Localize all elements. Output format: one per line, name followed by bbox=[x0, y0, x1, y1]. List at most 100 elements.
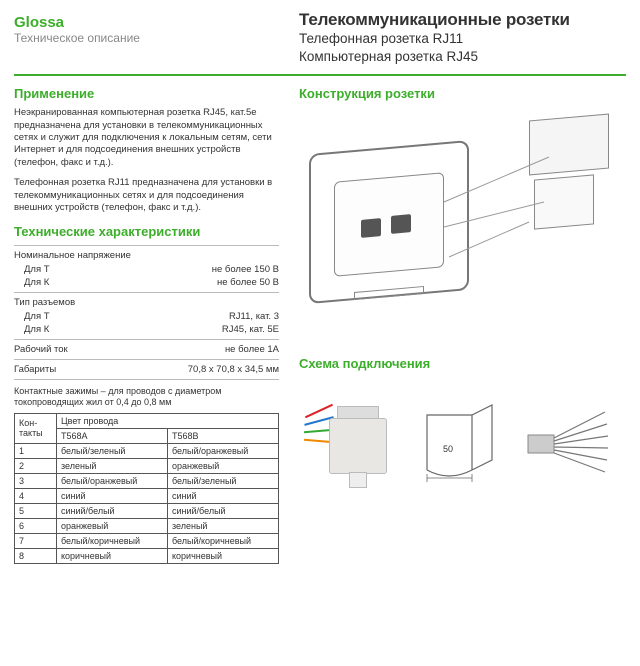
cell-a: белый/оранжевый bbox=[57, 473, 168, 488]
spec-label: Рабочий ток bbox=[14, 344, 68, 355]
diagram-module-mid bbox=[534, 175, 594, 230]
spec-label: Для Т bbox=[24, 264, 50, 275]
section-heading-construction: Конструкция розетки bbox=[299, 86, 626, 101]
cell-a: зеленый bbox=[57, 458, 168, 473]
section-heading-application: Применение bbox=[14, 86, 279, 101]
cell-b: белый/зеленый bbox=[168, 473, 279, 488]
spec-row: Для Т RJ11, кат. 3 bbox=[14, 310, 279, 323]
section-heading-schematic: Схема подключения bbox=[299, 356, 626, 371]
cell-a: синий bbox=[57, 488, 168, 503]
spec-group-connectors: Тип разъемов Для Т RJ11, кат. 3 Для К RJ… bbox=[14, 297, 279, 336]
jack-latch bbox=[349, 472, 367, 488]
spec-value: не более 50 В bbox=[217, 277, 279, 288]
spec-row-dimensions: Габариты 70,8 х 70,8 х 34,5 мм bbox=[14, 363, 279, 376]
cell-n: 7 bbox=[15, 533, 57, 548]
subtitle-line-2: Компьютерная розетка RJ45 bbox=[299, 48, 626, 66]
spec-group-label: Тип разъемов bbox=[14, 297, 279, 308]
jack-body-rect bbox=[329, 418, 387, 474]
cell-a: синий/белый bbox=[57, 503, 168, 518]
specs-rule bbox=[14, 339, 279, 340]
wire-color-table: Кон- такты Цвет провода T568A T568B 1бел… bbox=[14, 413, 279, 564]
connection-schematic: 50 bbox=[299, 377, 619, 512]
diagram-inner-plate bbox=[334, 173, 444, 278]
table-row: 6оранжевыйзеленый bbox=[15, 518, 279, 533]
spec-row: Для Т не более 150 В bbox=[14, 263, 279, 276]
table-row: 7белый/коричневыйбелый/коричневый bbox=[15, 533, 279, 548]
spec-value: RJ11, кат. 3 bbox=[229, 311, 279, 322]
right-column: Конструкция розетки Схема подключения bbox=[299, 86, 626, 563]
cell-n: 5 bbox=[15, 503, 57, 518]
cell-n: 3 bbox=[15, 473, 57, 488]
table-header-row: Кон- такты Цвет провода bbox=[15, 413, 279, 428]
spec-value: RJ45, кат. 5Е bbox=[222, 324, 279, 335]
cell-n: 1 bbox=[15, 443, 57, 458]
cell-a: оранжевый bbox=[57, 518, 168, 533]
cell-b: зеленый bbox=[168, 518, 279, 533]
specs-rule bbox=[14, 379, 279, 380]
subtitle-line-1: Телефонная розетка RJ11 bbox=[299, 30, 626, 48]
wire-fan-icon bbox=[520, 400, 615, 490]
th-t568a: T568A bbox=[57, 428, 168, 443]
depth-diagram-icon bbox=[417, 400, 512, 490]
left-column: Применение Неэкранированная компьютерная… bbox=[14, 86, 279, 563]
table-row: 8коричневыйкоричневый bbox=[15, 548, 279, 563]
cell-b: синий bbox=[168, 488, 279, 503]
depth-label: 50 bbox=[443, 444, 453, 454]
depth-diagram: 50 bbox=[417, 400, 512, 490]
jack-illustration bbox=[299, 400, 409, 490]
spec-label: Для К bbox=[24, 324, 49, 335]
diagram-module-back bbox=[529, 114, 609, 176]
cell-n: 6 bbox=[15, 518, 57, 533]
cell-b: белый/коричневый bbox=[168, 533, 279, 548]
cell-a: белый/зеленый bbox=[57, 443, 168, 458]
table-row: 1белый/зеленыйбелый/оранжевый bbox=[15, 443, 279, 458]
wire-red-icon bbox=[305, 404, 333, 418]
spec-row: Для К RJ45, кат. 5Е bbox=[14, 323, 279, 336]
brand-name: Glossa bbox=[14, 14, 279, 31]
specs-rule bbox=[14, 292, 279, 293]
table-row: 5синий/белыйсиний/белый bbox=[15, 503, 279, 518]
application-paragraph-1: Неэкранированная компьютерная розетка RJ… bbox=[14, 107, 279, 169]
table-row: 4синийсиний bbox=[15, 488, 279, 503]
spec-label: Для К bbox=[24, 277, 49, 288]
diagram-port-right bbox=[391, 215, 411, 235]
spec-value: не более 1А bbox=[225, 344, 279, 355]
section-heading-specs: Технические характеристики bbox=[14, 224, 279, 239]
spec-row-current: Рабочий ток не более 1А bbox=[14, 343, 279, 356]
specs-rule bbox=[14, 359, 279, 360]
cell-n: 4 bbox=[15, 488, 57, 503]
cell-n: 2 bbox=[15, 458, 57, 473]
cell-b: коричневый bbox=[168, 548, 279, 563]
diagram-port-left bbox=[361, 219, 381, 239]
cell-b: оранжевый bbox=[168, 458, 279, 473]
brand-block: Glossa Техническое описание bbox=[14, 10, 279, 66]
cell-a: белый/коричневый bbox=[57, 533, 168, 548]
spec-value: не более 150 В bbox=[212, 264, 279, 275]
specs-footnote: Контактные зажимы – для проводов с диаме… bbox=[14, 386, 279, 408]
spec-row: Для К не более 50 В bbox=[14, 276, 279, 289]
page-title: Телекоммуникационные розетки bbox=[299, 10, 626, 30]
th-wire-color: Цвет провода bbox=[57, 413, 279, 428]
title-block: Телекоммуникационные розетки Телефонная … bbox=[299, 10, 626, 66]
application-paragraph-2: Телефонная розетка RJ11 предназначена дл… bbox=[14, 177, 279, 214]
spec-label: Габариты bbox=[14, 364, 56, 375]
brand-subtitle: Техническое описание bbox=[14, 31, 279, 45]
table-row: 2зеленыйоранжевый bbox=[15, 458, 279, 473]
cell-a: коричневый bbox=[57, 548, 168, 563]
spec-value: 70,8 х 70,8 х 34,5 мм bbox=[188, 364, 279, 375]
construction-diagram bbox=[299, 107, 619, 342]
cell-b: белый/оранжевый bbox=[168, 443, 279, 458]
wire-fan-diagram bbox=[520, 400, 615, 490]
content: Применение Неэкранированная компьютерная… bbox=[14, 86, 626, 563]
th-t568b: T568B bbox=[168, 428, 279, 443]
th-contacts: Кон- такты bbox=[15, 413, 57, 443]
table-row: 3белый/оранжевыйбелый/зеленый bbox=[15, 473, 279, 488]
cell-b: синий/белый bbox=[168, 503, 279, 518]
spec-group-voltage: Номинальное напряжение Для Т не более 15… bbox=[14, 250, 279, 289]
cell-n: 8 bbox=[15, 548, 57, 563]
divider-accent bbox=[14, 74, 626, 76]
spec-label: Для Т bbox=[24, 311, 50, 322]
specs-rule bbox=[14, 245, 279, 246]
header: Glossa Техническое описание Телекоммуник… bbox=[14, 10, 626, 66]
spec-group-label: Номинальное напряжение bbox=[14, 250, 279, 261]
